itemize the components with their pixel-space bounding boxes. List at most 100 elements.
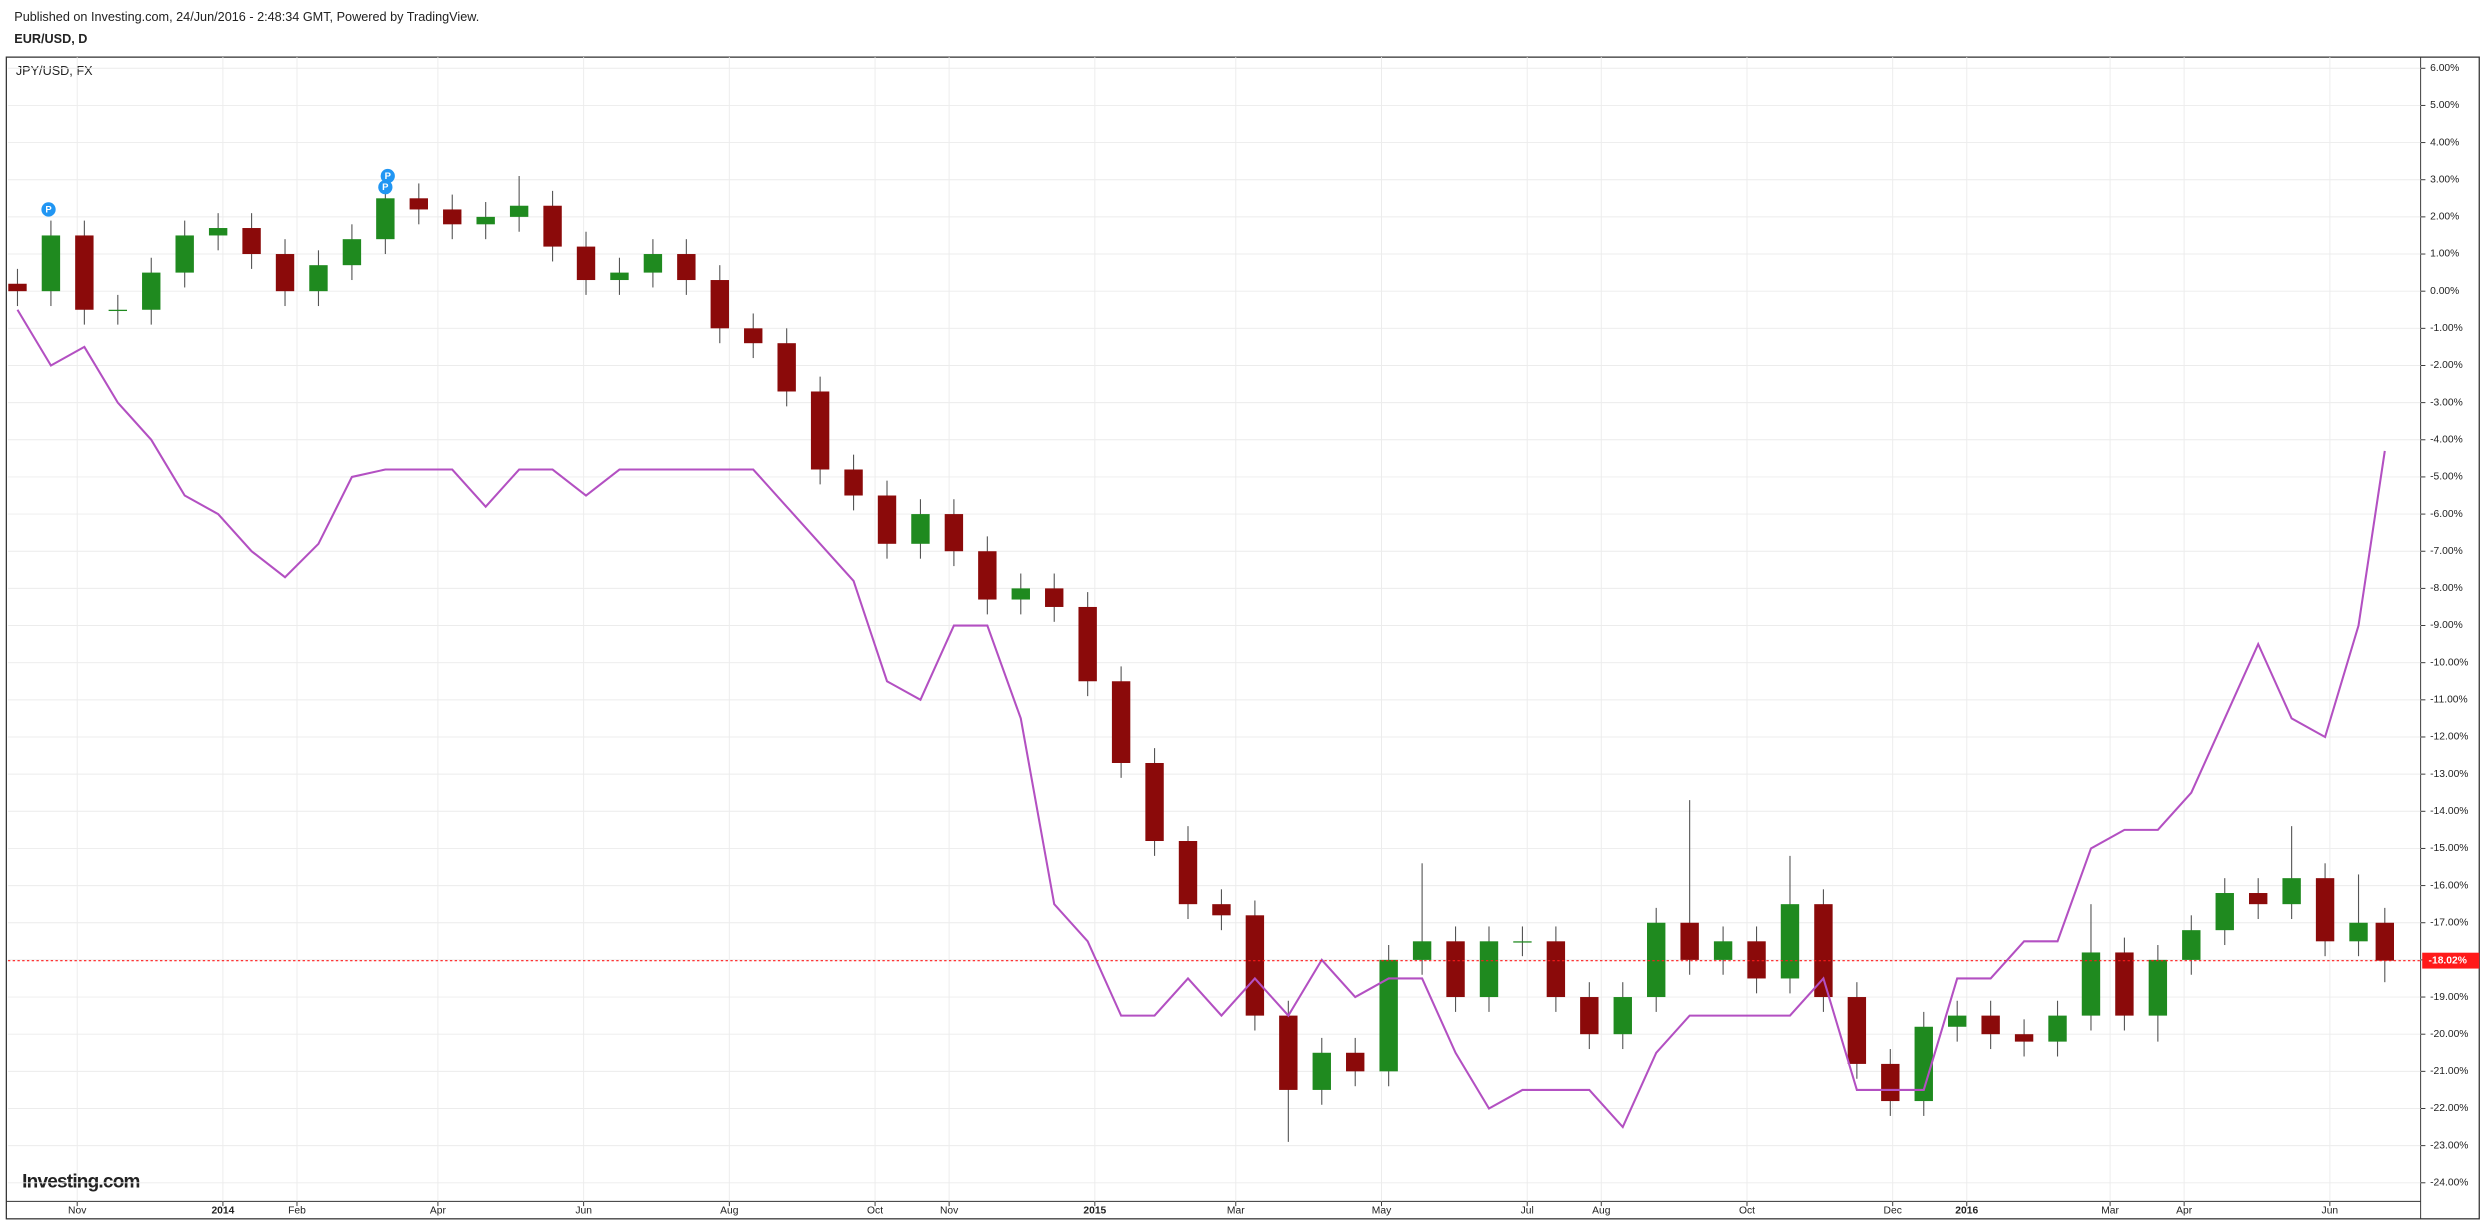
candle-body [1713, 941, 1733, 960]
annotation-marker [41, 202, 56, 217]
candle-body [2081, 952, 2101, 1016]
x-tick-label: Apr [2176, 1206, 2193, 1217]
candle-body [2315, 878, 2335, 942]
candle-body [8, 283, 27, 292]
candle-body [1346, 1052, 1365, 1072]
candle-body [1814, 904, 1833, 998]
annotation-label: P [385, 171, 392, 182]
x-tick-label: Nov [940, 1206, 959, 1217]
x-tick-label: Jul [1521, 1206, 1534, 1217]
candle-body [1747, 941, 1766, 979]
candle-body [75, 235, 94, 310]
candle-body [409, 198, 428, 210]
y-tick-label: 6.00% [2430, 63, 2459, 74]
x-tick-label: Dec [1884, 1206, 1902, 1217]
candle-body [108, 309, 128, 312]
candle-body [844, 469, 863, 496]
y-tick-label: -17.00% [2430, 917, 2468, 928]
y-tick-label: -5.00% [2430, 472, 2463, 483]
candle-body [1312, 1052, 1331, 1090]
candle-body [2182, 930, 2201, 960]
x-tick-label: Aug [1592, 1206, 1611, 1217]
y-tick-label: -4.00% [2430, 434, 2463, 445]
y-tick-label: -12.00% [2430, 732, 2468, 743]
y-tick-label: -19.00% [2430, 992, 2468, 1003]
candle-body [1412, 941, 1432, 960]
candle-body [1647, 922, 1666, 998]
candle-body [2349, 922, 2368, 942]
candle-body [1245, 915, 1265, 1016]
y-tick-label: -9.00% [2430, 620, 2463, 631]
candle-body [309, 265, 328, 292]
candle-body [376, 198, 395, 240]
x-tick-label: Nov [68, 1206, 87, 1217]
candle-body [1212, 904, 1231, 916]
y-tick-label: 4.00% [2430, 137, 2459, 148]
x-tick-label: 2015 [1083, 1206, 1106, 1217]
candle-body [1914, 1026, 1933, 1102]
y-tick-label: -24.00% [2430, 1178, 2468, 1189]
candle-body [576, 246, 596, 281]
annotation-label: P [382, 182, 389, 193]
candle-body [1546, 941, 1566, 998]
annotation-label: P [45, 204, 52, 215]
y-tick-label: 1.00% [2430, 249, 2459, 260]
frame [5, 56, 2480, 1220]
candle-body [242, 228, 261, 255]
candle-body [443, 209, 462, 225]
chart-title: EUR/USD, D [14, 32, 87, 46]
candle-body [1780, 904, 1800, 979]
overlay-line [16, 309, 2386, 1129]
candle-body [777, 343, 796, 392]
candle-body [1446, 941, 1465, 998]
y-tick-label: -10.00% [2430, 657, 2468, 668]
y-tick-label: -3.00% [2430, 397, 2463, 408]
y-tick-label: 0.00% [2430, 286, 2459, 297]
candle-body [2282, 878, 2301, 905]
y-tick-label: 5.00% [2430, 100, 2459, 111]
candle-body [476, 216, 495, 225]
x-tick-label: Oct [867, 1206, 883, 1217]
x-tick-label: Oct [1739, 1206, 1755, 1217]
candle-body [2115, 952, 2134, 1016]
y-tick-label: -11.00% [2430, 695, 2468, 706]
candle-body [1580, 997, 1599, 1035]
candle-body [1680, 922, 1699, 960]
candle-body [1948, 1015, 1967, 1027]
annotation-marker [380, 168, 395, 184]
candle-body [1479, 941, 1499, 998]
y-tick-label: 2.00% [2430, 212, 2459, 223]
candle-body [1078, 606, 1097, 682]
candle-body [944, 514, 964, 552]
x-tick-label: Jun [575, 1206, 592, 1217]
x-tick-label: Jun [2322, 1206, 2339, 1217]
candle-body [2215, 893, 2234, 931]
x-tick-label: Apr [430, 1206, 447, 1217]
logo: Investing.com [22, 1171, 139, 1192]
candle-body [978, 551, 997, 600]
y-tick-label: -16.00% [2430, 880, 2468, 891]
candle-body [2248, 893, 2268, 905]
candle-body [509, 205, 529, 217]
x-tick-label: 2016 [1955, 1206, 1978, 1217]
y-tick-label: -13.00% [2430, 769, 2468, 780]
candle-body [744, 328, 763, 344]
candle-body [810, 391, 830, 470]
y-tick-label: -20.00% [2430, 1029, 2468, 1040]
x-tick-label: May [1372, 1206, 1392, 1217]
candle-body [1981, 1015, 2000, 1035]
candle-body [1279, 1015, 1298, 1090]
candle-body [1881, 1063, 1900, 1102]
x-tick-label: Mar [2101, 1206, 2119, 1217]
candle-body [1613, 997, 1632, 1035]
y-tick-label: -23.00% [2430, 1140, 2468, 1151]
header: Published on Investing.com, 24/Jun/2016 … [14, 10, 479, 24]
candle-body [2014, 1034, 2034, 1042]
candle-body [1145, 762, 1164, 842]
last-price-box [2422, 952, 2480, 969]
candle-body [1045, 588, 1064, 607]
candle-body [543, 205, 562, 247]
candle-body [2148, 959, 2168, 1016]
candle-body [1111, 681, 1131, 763]
candle-body [275, 254, 295, 292]
